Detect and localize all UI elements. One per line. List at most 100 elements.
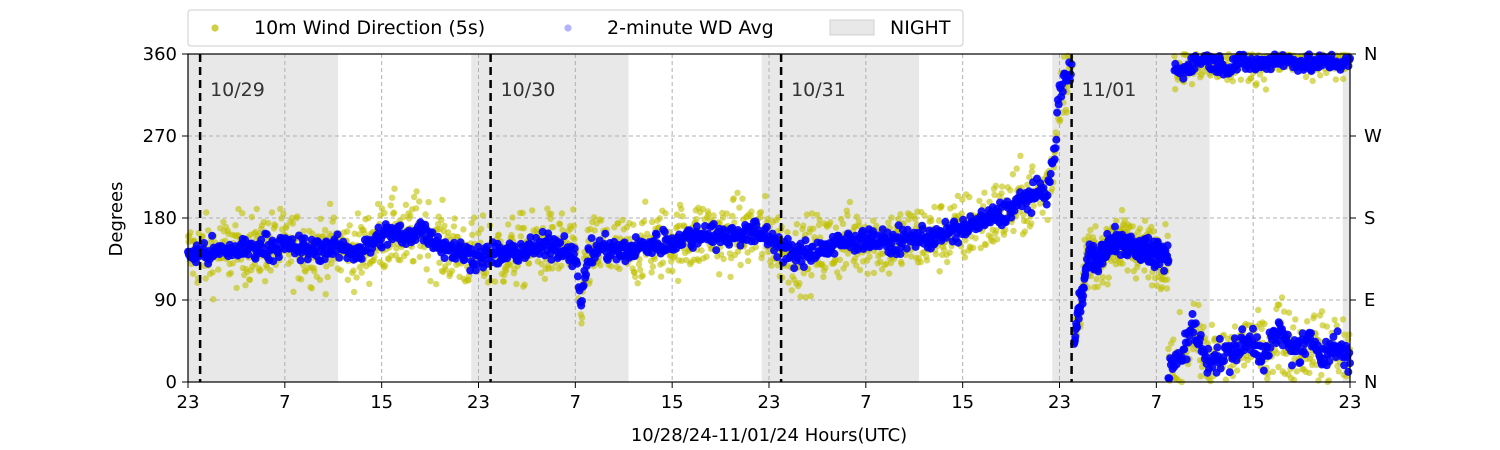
data-point	[837, 215, 845, 223]
data-point	[630, 221, 637, 228]
data-point	[1099, 279, 1106, 286]
data-point	[350, 288, 358, 296]
data-point	[1165, 345, 1172, 352]
data-point	[896, 250, 905, 258]
data-point	[1029, 163, 1036, 170]
data-point	[390, 209, 398, 216]
data-point	[505, 221, 512, 228]
data-point	[1323, 69, 1330, 77]
data-point	[1164, 256, 1173, 265]
data-point	[344, 276, 351, 283]
data-point	[632, 273, 639, 280]
data-point	[1266, 343, 1275, 352]
x-tick-label: 7	[860, 392, 871, 413]
data-point	[608, 263, 615, 270]
data-point	[752, 243, 759, 251]
data-point	[634, 280, 641, 287]
data-point	[495, 231, 502, 238]
data-point	[898, 260, 905, 268]
data-point	[1225, 368, 1234, 377]
data-point	[813, 211, 821, 219]
data-point	[1124, 267, 1131, 274]
data-point	[229, 260, 236, 267]
x-tick-label: 7	[1151, 392, 1162, 413]
data-point	[416, 253, 423, 261]
data-point	[944, 258, 951, 266]
data-point	[469, 231, 476, 238]
data-point	[1076, 307, 1085, 316]
x-tick-label: 23	[177, 392, 200, 413]
data-point	[1290, 376, 1298, 383]
data-point	[573, 259, 582, 268]
data-point	[466, 266, 475, 275]
data-point	[1262, 86, 1270, 93]
data-point	[673, 211, 681, 218]
y-tick-label: 0	[166, 372, 177, 393]
data-point	[1238, 325, 1247, 334]
data-point	[434, 232, 442, 241]
data-point	[982, 241, 989, 249]
data-point	[745, 257, 752, 265]
data-point	[439, 196, 446, 203]
data-point	[289, 220, 296, 227]
data-point	[1052, 135, 1061, 144]
data-point	[998, 190, 1005, 197]
data-point	[705, 211, 712, 218]
data-point	[842, 260, 850, 268]
data-point	[1329, 332, 1338, 341]
data-point	[1170, 336, 1177, 343]
data-point	[1165, 374, 1174, 383]
data-point	[537, 269, 545, 277]
data-point	[866, 253, 873, 260]
data-point	[792, 229, 799, 237]
data-point	[1215, 334, 1224, 343]
data-point	[1028, 168, 1036, 175]
data-point	[597, 217, 605, 224]
data-point	[799, 263, 808, 271]
data-point	[428, 228, 437, 237]
data-point	[296, 256, 305, 265]
data-point	[692, 222, 701, 231]
data-point	[1132, 275, 1140, 282]
day-label: 11/01	[1082, 79, 1137, 101]
data-point	[235, 205, 242, 213]
data-point	[807, 292, 814, 300]
data-point	[839, 220, 847, 227]
data-point	[788, 287, 795, 294]
data-point	[209, 269, 216, 276]
data-point	[1013, 165, 1020, 172]
data-point	[547, 255, 556, 264]
day-label: 10/31	[791, 79, 846, 101]
data-point	[736, 241, 745, 250]
y-tick-label: 180	[143, 208, 177, 229]
data-point	[736, 204, 743, 211]
data-point	[1189, 328, 1198, 337]
data-point	[816, 216, 823, 223]
data-point	[1079, 284, 1088, 293]
data-point	[938, 203, 945, 210]
data-point	[739, 195, 746, 202]
legend-marker	[564, 24, 572, 32]
data-point	[1345, 348, 1354, 357]
data-point	[864, 270, 871, 278]
data-point	[1046, 169, 1055, 178]
data-point	[1163, 285, 1171, 292]
x-tick-label: 7	[570, 392, 581, 413]
data-point	[723, 210, 730, 217]
data-point	[578, 297, 586, 305]
data-point	[1325, 377, 1333, 384]
data-point	[1255, 306, 1262, 314]
data-point	[333, 230, 342, 239]
data-point	[297, 276, 305, 283]
data-point	[669, 267, 676, 275]
data-point	[321, 226, 329, 234]
x-tick-label: 15	[661, 392, 684, 413]
data-point	[693, 215, 700, 223]
data-point	[503, 267, 510, 274]
data-point	[533, 225, 540, 233]
data-point	[559, 226, 566, 234]
data-point	[374, 223, 383, 232]
data-point	[1071, 332, 1080, 341]
data-point	[960, 249, 967, 256]
data-point	[1007, 213, 1016, 222]
